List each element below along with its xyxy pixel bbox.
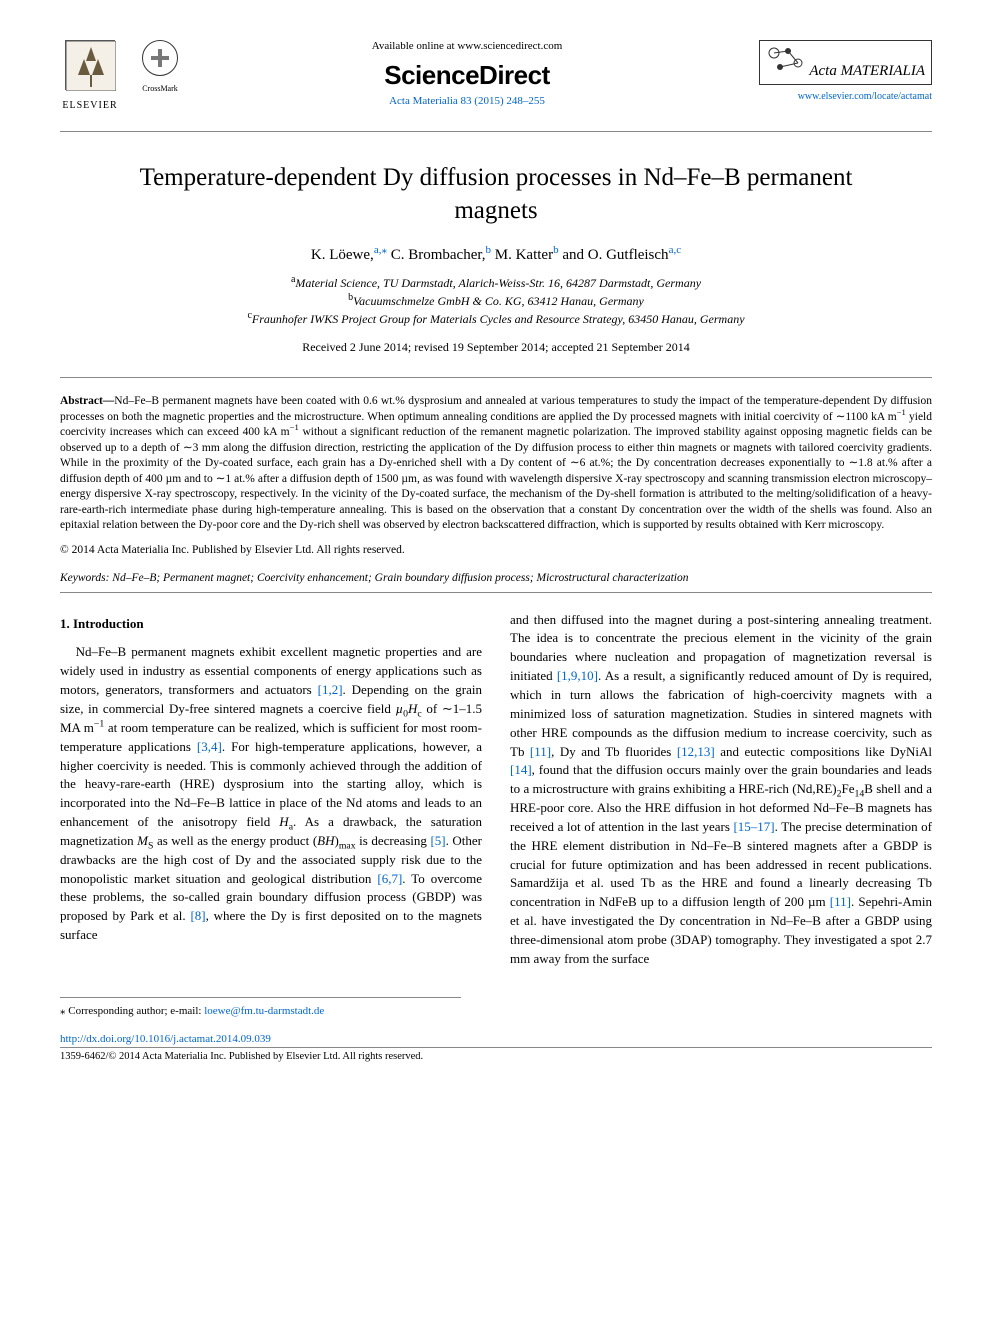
header-left-logos: ELSEVIER CrossMark [60,40,182,111]
post-keywords-rule [60,592,932,593]
crossmark-icon [142,40,178,76]
keywords-line: Keywords: Nd–Fe–B; Permanent magnet; Coe… [60,572,932,584]
body-columns: 1. Introduction Nd–Fe–B permanent magnet… [60,611,932,969]
journal-name: Acta MATERIALIA [809,63,925,80]
body-paragraph-left: Nd–Fe–B permanent magnets exhibit excell… [60,643,482,945]
affil-text: Fraunhofer IWKS Project Group for Materi… [252,312,745,326]
affiliations-block: aMaterial Science, TU Darmstadt, Alarich… [60,274,932,328]
header-center: Available online at www.sciencedirect.co… [182,40,752,107]
affiliation-a: aMaterial Science, TU Darmstadt, Alarich… [60,274,932,292]
page-header: ELSEVIER CrossMark Available online at w… [60,40,932,111]
journal-icon [766,45,806,75]
journal-url-link[interactable]: www.elsevier.com/locate/actamat [798,91,932,102]
footer-area: ⁎ Corresponding author; e-mail: loewe@fm… [60,997,932,1062]
keywords-text: Nd–Fe–B; Permanent magnet; Coercivity en… [109,572,688,584]
abstract-block: Abstract—Nd–Fe–B permanent magnets have … [60,394,932,534]
keywords-label: Keywords: [60,572,109,584]
article-title: Temperature-dependent Dy diffusion proce… [100,162,892,227]
elsevier-label: ELSEVIER [60,100,120,111]
citation-line: Acta Materialia 83 (2015) 248–255 [192,95,742,107]
elsevier-tree-icon [65,40,115,90]
article-dates: Received 2 June 2014; revised 19 Septemb… [60,340,932,355]
pre-abstract-rule [60,377,932,378]
elsevier-logo: ELSEVIER [60,40,120,111]
journal-logo-box: Acta MATERIALIA [759,40,932,85]
sciencedirect-logo: ScienceDirect [192,60,742,91]
footer-copyright: 1359-6462/© 2014 Acta Materialia Inc. Pu… [60,1047,932,1062]
available-online-text: Available online at www.sciencedirect.co… [192,40,742,52]
section-1-heading: 1. Introduction [60,615,482,634]
header-right: Acta MATERIALIA www.elsevier.com/locate/… [752,40,932,102]
corresponding-author: ⁎ Corresponding author; e-mail: loewe@fm… [60,997,461,1017]
doi-link[interactable]: http://dx.doi.org/10.1016/j.actamat.2014… [60,1033,271,1045]
header-rule [60,131,932,132]
citation-link[interactable]: Acta Materialia 83 (2015) 248–255 [389,95,545,107]
affiliation-c: cFraunhofer IWKS Project Group for Mater… [60,310,932,328]
affil-text: Material Science, TU Darmstadt, Alarich-… [295,276,701,290]
body-paragraph-right: and then diffused into the magnet during… [510,611,932,969]
affil-text: Vacuumschmelze GmbH & Co. KG, 63412 Hana… [353,294,644,308]
journal-url: www.elsevier.com/locate/actamat [752,91,932,102]
crossmark-badge[interactable]: CrossMark [138,40,182,93]
abstract-text: Nd–Fe–B permanent magnets have been coat… [60,395,932,531]
abstract-label: Abstract— [60,395,114,407]
doi-line: http://dx.doi.org/10.1016/j.actamat.2014… [60,1033,932,1045]
authors-line: K. Löewe,a,⁎ C. Brombacher,b M. Katterb … [60,243,932,264]
affiliation-b: bVacuumschmelze GmbH & Co. KG, 63412 Han… [60,292,932,310]
crossmark-label: CrossMark [138,84,182,93]
abstract-copyright: © 2014 Acta Materialia Inc. Published by… [60,544,932,556]
